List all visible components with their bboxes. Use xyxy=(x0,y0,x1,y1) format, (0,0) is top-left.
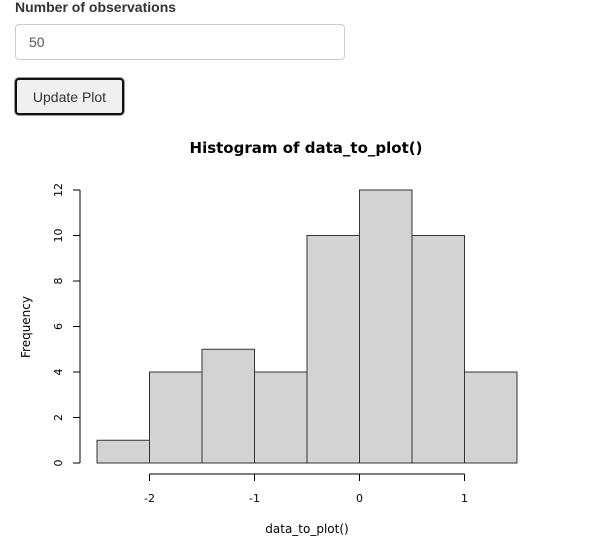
y-tick-label: 2 xyxy=(52,414,65,421)
x-tick-label: -2 xyxy=(144,492,155,505)
histogram-bar xyxy=(464,371,518,464)
histogram-bar xyxy=(96,439,150,464)
y-axis: 0 2 4 6 8 10 12 xyxy=(52,183,81,467)
histogram-bar xyxy=(149,371,203,464)
histogram-bar xyxy=(411,235,465,464)
bars xyxy=(96,189,518,464)
x-tick-label: 0 xyxy=(356,492,363,505)
y-tick-label: 4 xyxy=(52,369,65,376)
chart-title: Histogram of data_to_plot() xyxy=(190,139,423,157)
y-axis-label: Frequency xyxy=(19,296,33,358)
x-axis-label: data_to_plot() xyxy=(265,522,348,536)
histogram-bar xyxy=(306,235,360,464)
update-plot-button[interactable]: Update Plot xyxy=(15,78,124,115)
y-tick-label: 8 xyxy=(52,278,65,285)
observations-label: Number of observations xyxy=(15,0,177,15)
histogram-bar xyxy=(359,189,413,464)
y-tick-label: 6 xyxy=(52,323,65,330)
y-tick-label: 0 xyxy=(52,460,65,467)
y-tick-label: 12 xyxy=(52,183,65,197)
histogram-bar xyxy=(254,371,308,464)
x-axis: -2 -1 0 1 xyxy=(144,473,468,505)
histogram-bar xyxy=(201,348,255,464)
x-tick-label: -1 xyxy=(249,492,260,505)
observations-input[interactable] xyxy=(15,24,345,60)
y-tick-label: 10 xyxy=(52,229,65,243)
x-tick-label: 1 xyxy=(461,492,468,505)
